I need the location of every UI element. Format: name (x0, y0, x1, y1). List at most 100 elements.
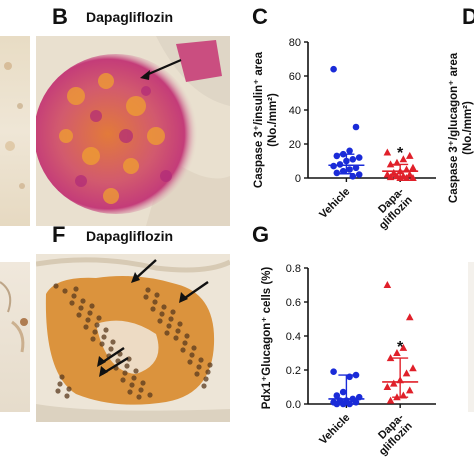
panel-f-nucleus (73, 286, 79, 292)
panel-f-nucleus (85, 317, 91, 323)
panel-c-point (355, 171, 363, 178)
panel-g-ylabel: Pdx1⁺Glucagon⁺ cells (%) (261, 267, 273, 410)
panel-f-nucleus (127, 389, 133, 395)
panel-g-point (352, 371, 360, 379)
panel-h-crop (468, 262, 474, 412)
panel-f-nucleus (196, 364, 202, 370)
panel-d-letter: D (462, 4, 474, 29)
panel-f-nucleus (99, 341, 105, 347)
panel-f-nucleus (189, 352, 195, 358)
panel-f-nucleus (168, 316, 174, 322)
panel-c-point (386, 160, 395, 168)
panel-f-nucleus (59, 374, 65, 380)
panel-g-point (405, 386, 414, 394)
panel-f-nucleus (138, 387, 144, 393)
panel-f-nucleus (124, 363, 130, 369)
panel-f-title: Dapagliflozin (86, 228, 174, 244)
panel-f-nucleus (94, 322, 100, 328)
panel-g-point (333, 392, 341, 399)
panel-f-nucleus (122, 370, 128, 376)
panel-f-nucleus (203, 376, 209, 382)
panel-f-letter: F (52, 222, 66, 247)
panel-c-point (343, 157, 350, 165)
panel-f-nucleus (92, 329, 98, 335)
panel-f-image (36, 254, 230, 422)
panel-c-xtick-label: Vehicle (317, 186, 352, 221)
panel-f-nucleus (161, 304, 167, 310)
panel-c-ylabel: Caspase 3⁺/insulin⁺ area (253, 51, 265, 188)
panel-f-nucleus (184, 333, 190, 339)
panel-f-nucleus (78, 305, 84, 311)
panel-c-point (349, 173, 357, 180)
panel-f-nucleus (87, 310, 93, 316)
panel-g-point (393, 393, 401, 401)
panel-c-point (409, 163, 417, 171)
panel-g-letter: G (252, 222, 270, 247)
panel-g-point (386, 396, 395, 404)
panel-f-micrograph (36, 254, 230, 422)
panel-a-tissue (4, 62, 25, 189)
panel-f-nucleus (101, 334, 107, 340)
panel-f-nucleus (80, 298, 86, 304)
panel-b-title: Dapagliflozin (86, 9, 174, 25)
panel-f-nucleus (177, 321, 183, 327)
panel-f-nucleus (145, 287, 151, 293)
panel-f-nucleus (69, 300, 75, 306)
panel-f-nucleus (166, 323, 172, 329)
panel-g-point (346, 373, 353, 381)
panel-f-nucleus (173, 335, 179, 341)
panel-c-xtick-label: Dapa-gliflozin (368, 185, 415, 232)
panel-c-letter: C (252, 4, 268, 29)
panel-a-image-crop (0, 36, 30, 226)
panel-f-nucleus (175, 328, 181, 334)
panel-c-point (352, 164, 360, 172)
panel-g-chart: Pdx1⁺Glucagon⁺ cells (%) 0.0 0.2 0.4 0.6 0.8… (261, 263, 436, 458)
panel-g-point (386, 354, 395, 362)
panel-c-point (405, 151, 414, 159)
panel-f-nucleus (191, 345, 197, 351)
panel-f-nucleus (157, 318, 163, 324)
panel-c-point (409, 174, 417, 181)
panel-c-ytick-label: 20 (289, 139, 301, 151)
panel-c-ytick-label: 0 (295, 173, 301, 185)
panel-g-point (383, 383, 392, 390)
panel-g-point (396, 376, 404, 384)
panel-c-point (339, 150, 347, 158)
panel-f-nucleus (150, 306, 156, 312)
panel-c-point (352, 123, 360, 131)
panel-f-nucleus (76, 312, 82, 318)
panel-b-image (36, 36, 230, 226)
panel-c-point (339, 167, 347, 175)
panel-g-point (339, 388, 347, 396)
panel-f-nucleus (131, 375, 137, 381)
panel-d-ylabel: Caspase 3⁺/glucagon⁺ area (448, 52, 460, 203)
panel-c-point (396, 174, 404, 181)
panel-b-arrow (143, 58, 182, 78)
panel-g-point (393, 349, 401, 356)
panel-g-point (405, 313, 414, 321)
panel-c-point (349, 156, 357, 163)
panel-f-nucleus (66, 386, 72, 392)
panel-g-ytick-label: 0.6 (286, 297, 301, 309)
panel-f-nucleus (164, 330, 170, 336)
panel-f-nucleus (133, 368, 139, 374)
panel-f-nucleus (89, 303, 95, 309)
panel-g-point (383, 281, 392, 288)
panel-g-xtick-label: Vehicle (317, 412, 352, 447)
panel-g-point (339, 400, 347, 408)
panel-c-point (346, 166, 353, 173)
panel-g-point (352, 399, 360, 406)
panel-f-nucleus (194, 371, 200, 377)
panel-g-point (399, 391, 408, 399)
panel-f-nucleus (53, 283, 59, 289)
panel-d-ylabel-unit: (No./mm²) (462, 101, 474, 155)
panel-c-point (396, 167, 404, 175)
panel-g-point (389, 379, 398, 387)
panel-g-point (409, 364, 417, 372)
panel-g-ytick-label: 0.4 (286, 331, 301, 343)
panel-g-significance: * (397, 339, 404, 356)
panel-f-nucleus (55, 388, 61, 394)
panel-f-nucleus (140, 380, 146, 386)
panel-c-chart: Caspase 3⁺/insulin⁺ area (No./mm²) 0 20 40… (253, 37, 436, 232)
panel-f-nucleus (198, 357, 204, 363)
